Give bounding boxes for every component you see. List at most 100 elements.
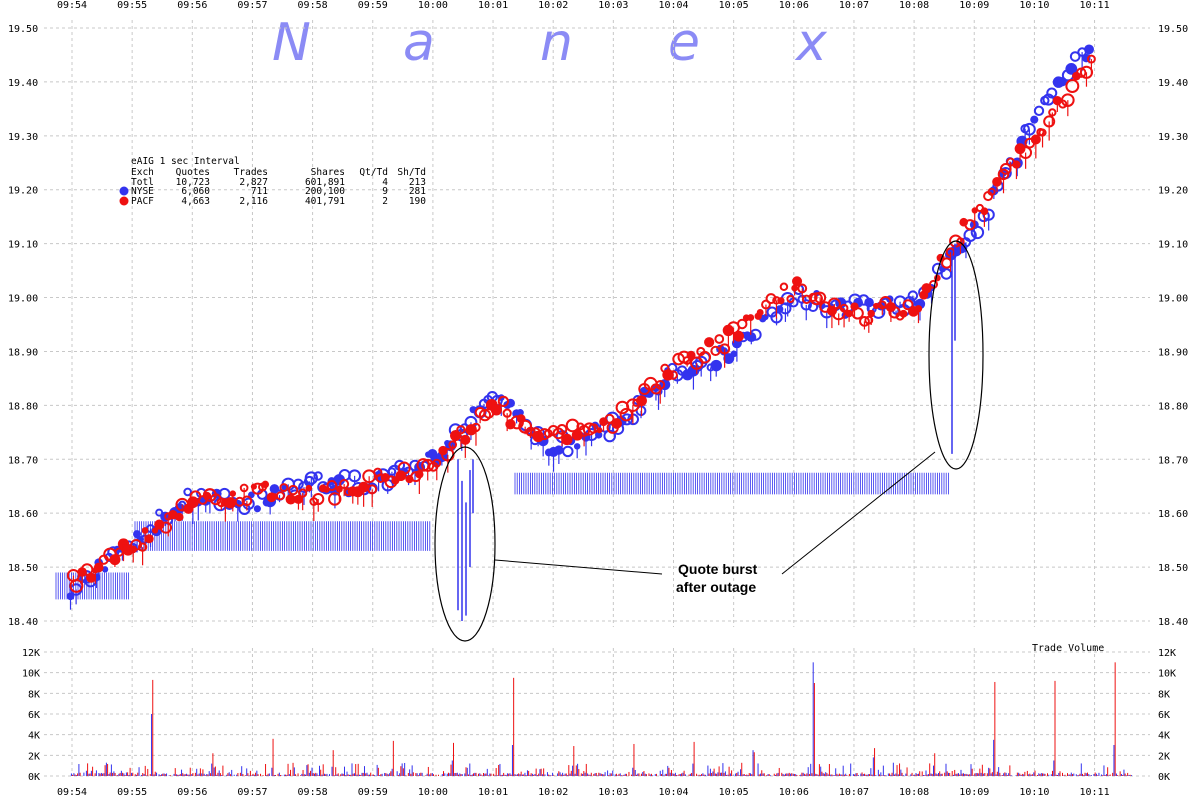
volume-tick-label-left: 10K — [22, 669, 40, 680]
info-row-shares: 200,100 — [305, 186, 345, 197]
pacf-trade-marker — [285, 494, 296, 505]
nyse-trade-marker — [730, 350, 738, 358]
pacf-trade-marker — [845, 309, 853, 318]
time-tick-label-top: 10:01 — [478, 0, 508, 11]
pacf-trade-marker — [261, 480, 270, 489]
info-row-qt-td: 2 — [382, 196, 388, 207]
pacf-quote-marker — [288, 484, 299, 496]
info-row-sh-td: 190 — [409, 196, 426, 207]
pacf-quote-marker — [851, 307, 864, 320]
price-tick-label-left: 18.70 — [8, 455, 38, 466]
pacf-trade-marker — [921, 283, 932, 294]
pacf-trade-marker — [899, 309, 908, 318]
price-tick-label-right: 19.10 — [1158, 240, 1188, 251]
volume-tick-label-left: 0K — [28, 772, 40, 783]
info-table-title: eAIG 1 sec Interval — [131, 156, 240, 167]
nyse-trade-marker — [133, 530, 142, 539]
time-tick-label-top: 10:05 — [719, 0, 749, 11]
nyse-trade-marker — [1030, 115, 1039, 124]
pacf-quote-marker — [251, 482, 264, 495]
volume-tick-label-right: 2K — [1158, 751, 1170, 762]
pacf-trade-marker — [187, 496, 199, 508]
volume-tick-label-right: 4K — [1158, 731, 1170, 742]
outage-ellipse-2 — [928, 240, 984, 470]
price-tick-label-right: 18.80 — [1158, 401, 1188, 412]
time-tick-label-top: 10:04 — [658, 0, 688, 11]
annotation-pointer-line — [494, 559, 663, 575]
pacf-quote-marker — [698, 350, 712, 364]
pacf-trade-marker — [792, 276, 803, 287]
info-header-shares: Shares — [311, 167, 345, 178]
info-row-quotes: 10,723 — [176, 177, 210, 188]
time-tick-label-top: 10:06 — [779, 0, 809, 11]
nyse-trade-marker — [253, 505, 261, 513]
pacf-trade-marker — [490, 404, 503, 416]
pacf-quote-marker — [279, 483, 289, 493]
time-tick-label-top: 10:03 — [598, 0, 628, 11]
pacf-trade-marker — [873, 302, 880, 310]
info-row-quotes: 6,060 — [181, 186, 210, 197]
price-tick-label-right: 18.60 — [1158, 509, 1188, 520]
volume-tick-label-left: 2K — [28, 751, 40, 762]
nyse-trade-marker — [595, 431, 603, 439]
time-tick-label-bottom: 10:01 — [478, 787, 508, 798]
pacf-trade-marker — [532, 430, 544, 443]
time-tick-label-bottom: 10:09 — [959, 787, 989, 798]
info-row-qt-td: 4 — [382, 177, 388, 188]
annotation-pointer-line — [781, 451, 936, 575]
watermark-letter: a — [403, 13, 435, 73]
watermark: N a n e x — [272, 13, 828, 73]
info-row-quotes: 4,663 — [181, 196, 210, 207]
pacf-legend-marker — [119, 196, 129, 206]
pacf-quote-marker — [114, 547, 124, 557]
pacf-quote-marker — [159, 521, 173, 534]
time-tick-label-top: 10:10 — [1019, 0, 1049, 11]
time-tick-label-top: 10:00 — [418, 0, 448, 11]
nyse-quote-marker — [1046, 87, 1058, 99]
time-tick-label-bottom: 10:03 — [598, 787, 628, 798]
pacf-quote-marker — [902, 299, 914, 311]
volume-tick-label-right: 12K — [1158, 648, 1176, 659]
price-tick-label-right: 18.70 — [1158, 455, 1188, 466]
info-row-shares: 601,891 — [305, 177, 345, 188]
nyse-quote-marker — [1033, 105, 1045, 116]
pacf-quote-marker — [786, 294, 795, 304]
price-tick-label-right: 19.40 — [1158, 78, 1188, 89]
time-tick-label-bottom: 09:57 — [237, 787, 267, 798]
watermark-letter: N — [272, 13, 311, 73]
time-tick-label-top: 09:56 — [177, 0, 207, 11]
grid-lines — [44, 20, 1150, 777]
time-tick-label-bottom: 09:56 — [177, 787, 207, 798]
price-tick-label-left: 19.40 — [8, 78, 38, 89]
watermark-letter: e — [668, 13, 700, 73]
info-header-sh-td: Sh/Td — [397, 167, 426, 178]
time-tick-label-bottom: 10:08 — [899, 787, 929, 798]
price-tick-label-right: 19.20 — [1158, 186, 1188, 197]
pacf-quote-marker — [928, 279, 939, 289]
time-tick-label-bottom: 10:02 — [538, 787, 568, 798]
pacf-quote-marker — [964, 219, 976, 231]
pacf-trade-marker — [704, 337, 715, 348]
price-tick-label-left: 18.80 — [8, 401, 38, 412]
time-tick-label-bottom: 10:07 — [839, 787, 869, 798]
time-tick-label-bottom: 09:59 — [358, 787, 388, 798]
price-tick-label-left: 19.20 — [8, 186, 38, 197]
pacf-quote-marker — [582, 422, 596, 436]
volume-tick-label-left: 8K — [28, 689, 40, 700]
volume-tick-label-right: 0K — [1158, 772, 1170, 783]
time-tick-label-bottom: 10:00 — [418, 787, 448, 798]
nyse-quote-marker — [940, 268, 953, 280]
pacf-trade-marker — [1072, 71, 1081, 81]
nyse-trade-marker — [1065, 62, 1078, 75]
time-tick-label-top: 09:57 — [237, 0, 267, 11]
time-tick-label-bottom: 10:05 — [719, 787, 749, 798]
pacf-quote-marker — [779, 282, 789, 292]
pacf-trade-marker — [596, 427, 603, 434]
pacf-trade-marker — [611, 418, 622, 429]
info-row-shares: 401,791 — [305, 196, 345, 207]
pacf-trade-marker — [175, 512, 184, 522]
price-tick-label-left: 19.10 — [8, 240, 38, 251]
watermark-letter: n — [540, 13, 573, 73]
pacf-quote-marker — [987, 187, 996, 196]
